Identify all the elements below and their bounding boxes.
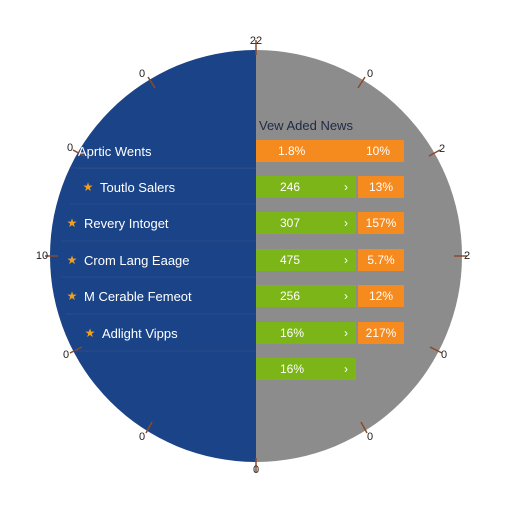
chevron-right-icon: › [344,362,348,376]
tick-label-bottom-right: 0 [366,431,374,443]
top-row-value-2: 10% [366,144,391,158]
row-3-orange-bar: 5.7% [358,249,404,271]
tick-bottom-left [145,421,153,434]
chevron-right-icon: › [344,253,348,267]
chevron-right-icon: › [344,180,348,194]
row-2-orange-bar: 157% [358,212,404,234]
top-row-value-1: 1.8% [278,144,306,158]
row-4-label[interactable]: ★ M Cerable Femeot [64,279,256,313]
row-1-value: 246 [280,180,301,194]
row-2-label[interactable]: ★ Revery Intoget [64,206,256,240]
star-icon: ★ [84,326,96,340]
row-5-label[interactable]: ★ Adlight Vipps [82,316,256,350]
row-1-percent: 13% [368,180,394,194]
row-label-text: Toutlo Salers [100,179,176,195]
star-icon: ★ [66,216,78,230]
tick-label-top-left: 0 [138,68,146,80]
row-1-green-bar[interactable]: 246 › [256,176,356,198]
row-3-value: 475 [280,253,301,267]
row-2-green-bar[interactable]: 307 › [256,212,356,234]
row-4-value: 256 [280,289,301,303]
row-label-text: Adlight Vipps [102,325,178,341]
row-label-text: M Cerable Femeot [84,288,192,304]
tick-label-right-lower: 0 [440,349,448,361]
chevron-right-icon: › [344,326,348,340]
tick-label-right: 2 [463,250,471,262]
tick-label-left-lower: 0 [62,349,70,361]
row-6-value: 16% [280,362,305,376]
tick-bottom-right [360,421,368,434]
row-5-percent: 217% [365,326,397,340]
panel-header: Vew Aded News [259,118,353,133]
row-5-orange-bar: 217% [358,322,404,344]
row-1-label[interactable]: ★ Toutlo Salers [80,170,256,204]
tick-top-left [147,76,156,89]
star-icon: ★ [66,289,78,303]
tick-right-lower [429,346,443,354]
row-label-text: Aprtic Wents [78,143,152,159]
tick-label-right-upper: 2 [438,143,446,155]
tick-label-bottom: 0 [252,464,260,476]
star-icon: ★ [66,253,78,267]
tick-label-top-right: 0 [366,68,374,80]
chevron-right-icon: › [344,216,348,230]
row-6-green-bar[interactable]: 16% › [256,358,356,380]
row-1-orange-bar: 13% [358,176,404,198]
tick-top-right [357,76,366,89]
row-label-text: Crom Lang Eaage [84,252,190,268]
row-label-text: Revery Intoget [84,215,169,231]
chevron-right-icon: › [344,289,348,303]
row-5-value: 16% [280,326,305,340]
row-2-value: 307 [280,216,301,230]
dial-ticks [45,40,467,472]
dial-left-half [50,50,256,462]
row-3-label[interactable]: ★ Crom Lang Eaage [64,243,256,277]
top-row-orange-bar[interactable]: 1.8% 10% [256,140,404,162]
row-4-green-bar[interactable]: 256 › [256,285,356,307]
row-4-orange-bar: 12% [358,285,404,307]
row-2-percent: 157% [365,216,397,230]
row-4-percent: 12% [368,289,394,303]
tick-label-bottom-left: 0 [138,431,146,443]
row-3-green-bar[interactable]: 475 › [256,249,356,271]
tick-left-upper [72,149,85,157]
tick-label-left: 10 [35,250,49,262]
tick-label-top: 22 [249,35,263,47]
row-5-green-bar[interactable]: 16% › [256,322,356,344]
row-3-percent: 5.7% [367,253,395,267]
row-label-top[interactable]: Aprtic Wents [78,134,256,169]
star-icon: ★ [82,180,94,194]
tick-label-left-upper: 0 [66,142,74,154]
tick-left-lower [69,346,83,354]
tick-right-upper [428,149,441,157]
